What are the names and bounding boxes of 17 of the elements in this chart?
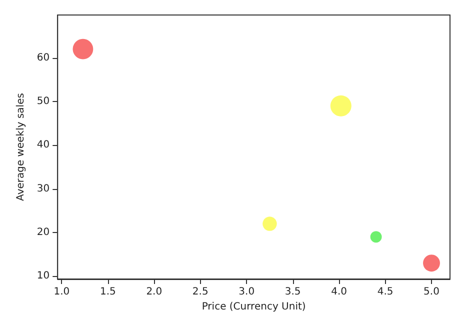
y-tick-label: 60	[36, 52, 50, 64]
x-tick-label: 2.0	[146, 286, 162, 298]
x-tick-label: 1.0	[54, 286, 70, 298]
y-tick-label: 50	[36, 96, 50, 107]
y-tick-label: 30	[36, 183, 50, 194]
x-tick-label: 3.0	[238, 286, 255, 298]
y-axis-title: Average weekly sales	[16, 93, 26, 201]
y-tick-label: 10	[36, 270, 50, 282]
x-axis-title: Price (Currency Unit)	[202, 301, 306, 312]
x-tick-label: 3.5	[284, 286, 301, 298]
y-tick-label: 40	[36, 140, 50, 151]
x-tick-label: 2.5	[192, 286, 208, 298]
y-tick-label: 20	[36, 227, 50, 238]
x-tick-label: 4.0	[331, 286, 348, 298]
x-tick-label: 5.0	[424, 286, 440, 298]
x-tick-label: 1.5	[100, 286, 116, 298]
x-tick-label: 4.5	[377, 286, 394, 298]
